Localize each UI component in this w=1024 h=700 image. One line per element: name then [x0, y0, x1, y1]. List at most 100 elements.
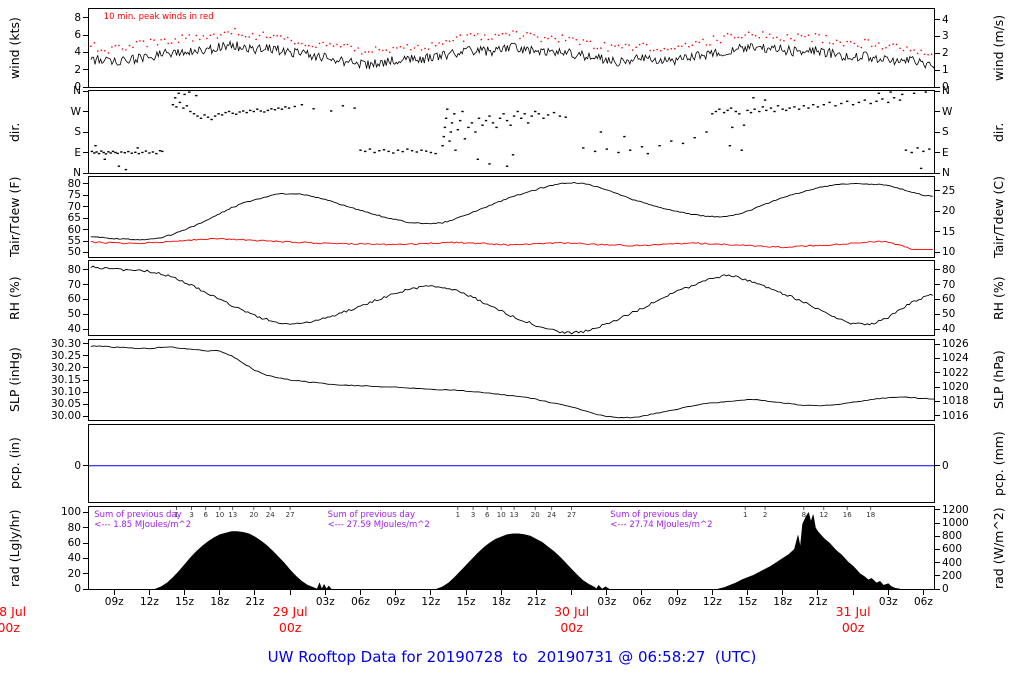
wind-right-tick	[935, 86, 940, 88]
rad-panel: 1 3 6 10 13 20 24 27 1 3 6 10 13 20 24 27 1 2 8 12 16 18	[88, 506, 935, 590]
slp-right-tick-label: 1016	[942, 409, 969, 422]
slp-left-tick	[83, 379, 88, 381]
x-tick-label: 03z	[878, 596, 898, 608]
svg-text:6: 6	[485, 511, 490, 519]
rh-left-tick	[83, 284, 88, 286]
x-tick-label: 18z	[491, 596, 511, 608]
slp-right-tick	[935, 415, 940, 417]
x-tick	[324, 590, 326, 595]
temp-right-tick	[935, 190, 940, 192]
dir-right-tick-label: S	[942, 126, 949, 138]
dir-right-tick-label: E	[942, 146, 949, 159]
dir-left-tick	[83, 172, 88, 174]
slp-left-tick-label: 30.15	[50, 374, 81, 386]
rad-left-tick	[83, 573, 88, 575]
wind-left-tick-label: 0	[74, 81, 81, 93]
svg-text:1: 1	[456, 511, 460, 519]
svg-text:24: 24	[547, 511, 556, 519]
temp-right-tick	[935, 251, 940, 253]
svg-text:13: 13	[228, 511, 237, 519]
rh-right-tick-label: 80	[942, 263, 956, 276]
rad-left-tick-label: 40	[67, 552, 81, 565]
temp-left-tick	[83, 251, 88, 253]
rh-plot	[90, 265, 933, 335]
rh-left-tick-label: 40	[67, 323, 81, 336]
dir-left-tick-label: N	[73, 85, 81, 97]
svg-text:13: 13	[510, 511, 519, 519]
svg-text:27: 27	[286, 511, 295, 519]
temp-right-tick-label: 10	[942, 246, 956, 259]
wind-right-tick-label: 4	[942, 13, 949, 26]
x-tick	[535, 590, 537, 595]
wind-left-tick-label: 4	[74, 46, 81, 59]
chart-title: UW Rooftop Data for 20190728 to 20190731…	[267, 648, 757, 666]
wind-plot	[90, 27, 936, 70]
svg-text:20: 20	[531, 511, 540, 519]
wind-right-tick-label: 3	[942, 30, 949, 43]
x-tick	[606, 590, 608, 595]
dir-left-tick-label: E	[74, 146, 81, 159]
x-tick-label: 03z	[597, 596, 617, 608]
rad-left-tick	[83, 588, 88, 590]
rh-right-tick	[935, 298, 940, 300]
slp-right-tick-label: 1026	[942, 338, 969, 351]
svg-text:12: 12	[819, 511, 828, 519]
rh-left-tick	[83, 313, 88, 315]
rh-left-tick-label: 80	[67, 263, 81, 276]
temp-left-tick-label: 75	[67, 189, 81, 202]
x-tick-label: 21z	[808, 596, 828, 608]
dir-panel	[88, 90, 935, 174]
rad-right-tick-label: 800	[942, 530, 963, 543]
x-tick	[430, 590, 432, 595]
slp-left-tick-label: 30.30	[50, 337, 81, 350]
x-tick	[254, 590, 256, 595]
rad-left-tick	[83, 542, 88, 544]
wind-right-tick-label: 1	[942, 64, 949, 77]
slp-right-tick-label: 1024	[942, 352, 969, 365]
wind-left-tick-label: 6	[74, 29, 81, 41]
rad-left-tick-label: 60	[67, 537, 81, 550]
rh-right-axis-title: RH (%)	[991, 276, 1006, 320]
slp-right-tick-label: 1022	[942, 366, 969, 379]
svg-text:2: 2	[763, 511, 767, 519]
dir-right-tick	[935, 172, 940, 174]
rh-right-tick	[935, 328, 940, 330]
rad-right-tick	[935, 562, 940, 564]
dir-right-tick	[935, 111, 940, 112]
temp-left-tick-label: 50	[67, 246, 81, 259]
rad-left-tick-label: 80	[67, 521, 81, 534]
date-label: 29 Jul	[272, 604, 308, 619]
svg-text:1: 1	[743, 511, 747, 519]
slp-left-tick	[83, 355, 88, 357]
rh-left-tick	[83, 269, 88, 271]
x-tick	[747, 590, 749, 595]
rh-panel	[88, 260, 935, 336]
temp-left-tick	[83, 217, 88, 219]
wind-right-tick-label: 2	[942, 47, 949, 60]
rad-plot: 1 3 6 10 13 20 24 27 1 3 6 10 13 20 24 27 1 2 8 12 16 18	[155, 507, 901, 590]
svg-text:1: 1	[174, 511, 178, 519]
x-tick	[817, 590, 819, 595]
temp-left-tick	[83, 206, 88, 208]
rad-left-tick-label: 0	[74, 583, 81, 595]
slp-left-tick	[83, 415, 88, 417]
dir-right-tick	[935, 90, 940, 92]
rad-left-tick	[83, 557, 88, 559]
pcp-plot	[89, 465, 934, 467]
rad-right-tick-label: 1200	[942, 503, 969, 516]
x-tick	[184, 590, 186, 595]
rh-left-tick-label: 70	[67, 278, 81, 291]
x-tick	[289, 590, 291, 595]
slp-right-tick	[935, 357, 940, 359]
x-tick-label: 21z	[526, 596, 546, 608]
date-time-label: 00z	[841, 620, 865, 635]
rad-right-tick	[935, 535, 940, 537]
x-tick	[113, 590, 115, 595]
dir-right-tick-label: W	[942, 105, 953, 118]
wind-right-tick	[935, 52, 940, 54]
slp-left-tick	[83, 391, 88, 393]
wind-annotation: 10 min. peak winds in red	[103, 11, 214, 22]
svg-text:16: 16	[843, 511, 852, 519]
x-tick-label: 09z	[667, 596, 687, 608]
temp-right-axis-title: Tair/Tdew (C)	[991, 176, 1006, 258]
